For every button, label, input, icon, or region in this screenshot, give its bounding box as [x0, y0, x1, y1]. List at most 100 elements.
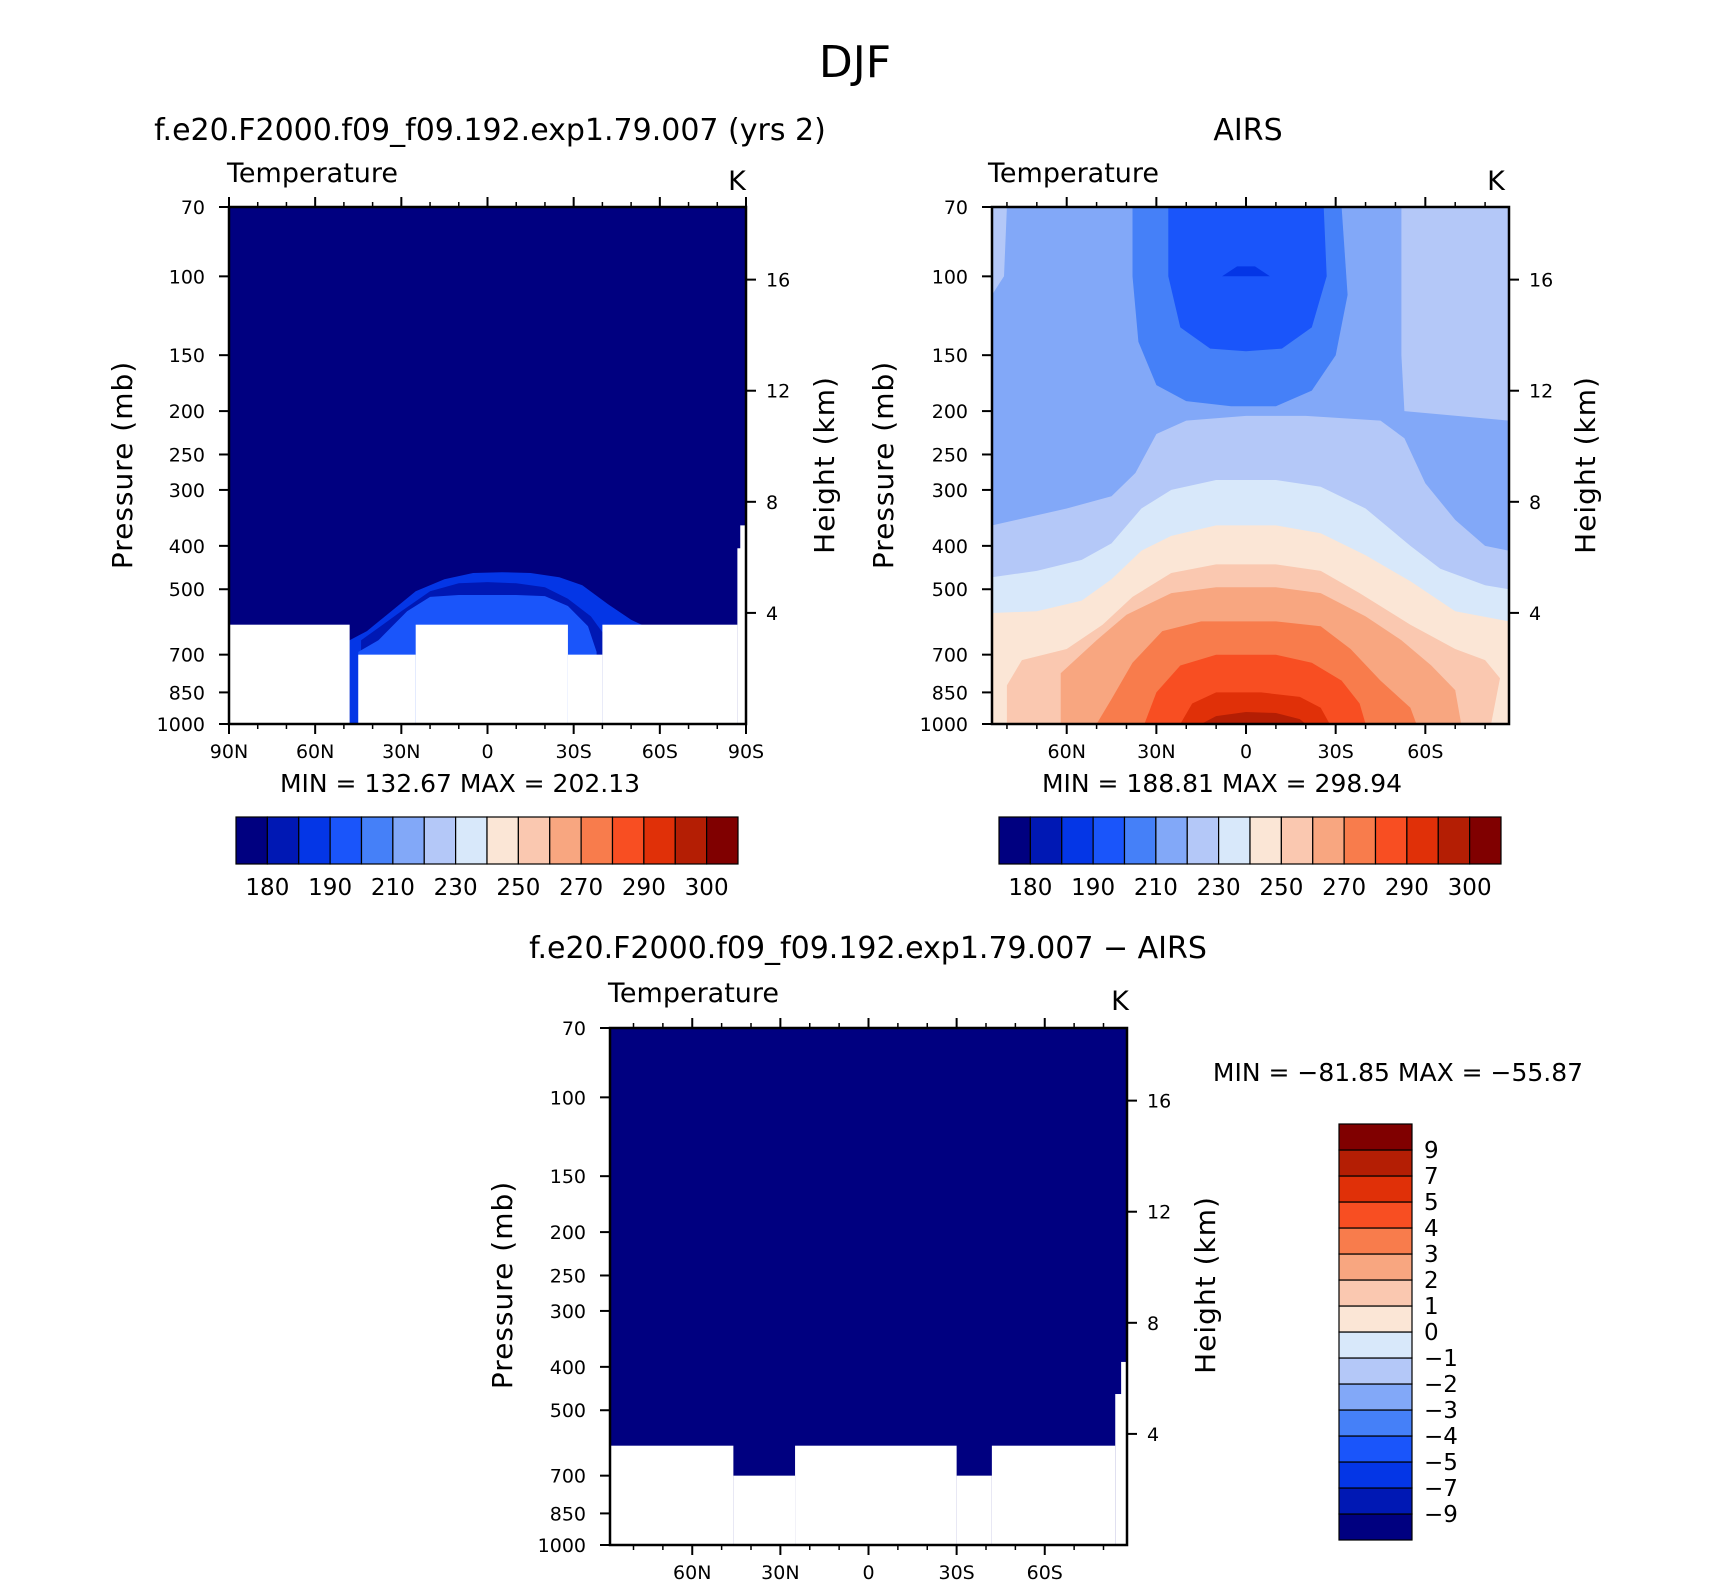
colorbar-label: 3	[1424, 1242, 1439, 1268]
missing-data-region	[1121, 1361, 1127, 1545]
colorbar-cell	[1249, 816, 1282, 865]
colorbar-label: 190	[1071, 875, 1115, 901]
y-tick-label: 700	[932, 645, 968, 667]
panel-airs: AIRS Temperature K Pressure (mb) Height …	[867, 113, 1602, 901]
colorbar-cell	[1338, 1253, 1413, 1281]
y-tick-label: 1000	[538, 1535, 586, 1557]
colorbar-label: 230	[434, 875, 478, 901]
colorbar-label: 0	[1424, 1320, 1439, 1346]
y-tick-label: 1000	[920, 714, 968, 736]
y-tick-label: 850	[550, 1503, 586, 1525]
max-value: 202.13	[553, 769, 640, 798]
colorbar-label: 9	[1424, 1138, 1439, 1164]
y-tick-label: 700	[550, 1466, 586, 1488]
colorbar-cell	[1343, 816, 1377, 865]
colorbar-cell	[1338, 1461, 1413, 1489]
y-axis-label: Pressure (mb)	[867, 361, 900, 569]
colorbar-cell	[706, 816, 739, 865]
colorbar-cell	[1406, 816, 1439, 865]
y2-tick-label: 12	[1529, 381, 1553, 403]
y-tick-label: 150	[932, 345, 968, 367]
colorbar-label: 290	[622, 875, 666, 901]
colorbar-cell	[1338, 1305, 1413, 1333]
colorbar-cell	[1218, 816, 1251, 865]
x-tick-label: 0	[481, 741, 493, 763]
colorbar-cell	[1061, 816, 1094, 865]
colorbar-cell	[329, 816, 363, 865]
colorbar-cell	[266, 816, 300, 865]
plot-area	[610, 1028, 1127, 1545]
colorbar-cell	[1280, 816, 1314, 865]
x-tick-label: 60N	[1048, 741, 1086, 763]
y2-tick-label: 8	[766, 492, 778, 514]
y2-tick-label: 8	[1529, 492, 1541, 514]
y2-tick-label: 16	[1529, 270, 1553, 292]
colorbar-label: 180	[1008, 875, 1052, 901]
colorbar-label: 190	[308, 875, 352, 901]
x-tick-label: 30S	[939, 1562, 975, 1580]
min-prefix: MIN =	[1042, 769, 1127, 798]
colorbar-cell	[1338, 1357, 1413, 1385]
max-value: 298.94	[1315, 769, 1402, 798]
y-tick-label: 850	[932, 682, 968, 704]
x-tick-label: 90N	[210, 741, 248, 763]
colorbar-cell	[1338, 1149, 1413, 1177]
colorbar-cell	[1338, 1487, 1413, 1515]
y-tick-label: 200	[550, 1222, 586, 1244]
min-max-label: MIN = 132.67 MAX = 202.13	[280, 769, 640, 798]
colorbar-label: 1	[1424, 1294, 1439, 1320]
y-tick-label: 850	[169, 682, 205, 704]
y-tick-label: 300	[169, 480, 205, 502]
colorbar-cell	[611, 816, 645, 865]
colorbar-label: 210	[1134, 875, 1178, 901]
min-value: 188.81	[1126, 769, 1213, 798]
colorbar-cell	[1338, 1201, 1413, 1229]
colorbar-cell	[998, 816, 1031, 865]
colorbar-label: 4	[1424, 1216, 1439, 1242]
y-tick-label: 700	[169, 645, 205, 667]
plot-area	[992, 207, 1509, 724]
contour-level-6	[1401, 207, 1509, 421]
y2-tick-label: 16	[766, 270, 790, 292]
y2-axis-label: Height (km)	[808, 376, 841, 554]
x-tick-label: 60N	[673, 1562, 711, 1580]
y2-axis-label: Height (km)	[1189, 1196, 1222, 1374]
panel-model: f.e20.F2000.f09_f09.192.exp1.79.007 (yrs…	[106, 113, 841, 901]
colorbar-cell	[1338, 1383, 1413, 1411]
min-value: −81.85	[1297, 1058, 1390, 1087]
min-value: 132.67	[364, 769, 451, 798]
panel-subtitle: Temperature	[607, 978, 779, 1009]
panel-title: AIRS	[1213, 113, 1282, 148]
y-tick-label: 70	[562, 1018, 586, 1040]
colorbar-label: 300	[1448, 875, 1492, 901]
y-tick-label: 300	[932, 480, 968, 502]
y-tick-label: 250	[932, 444, 968, 466]
colorbar-cell	[1469, 816, 1502, 865]
colorbar-cell	[1374, 816, 1408, 865]
colorbar-cell	[486, 816, 519, 865]
y-tick-label: 150	[169, 345, 205, 367]
missing-data-region	[795, 1445, 957, 1545]
colorbar-label: −4	[1424, 1424, 1458, 1450]
colorbar-cell	[674, 816, 708, 865]
colorbar-cell	[580, 816, 614, 865]
x-tick-label: 60S	[642, 741, 678, 763]
colorbar-cell	[1186, 816, 1220, 865]
figure-title: DJF	[819, 37, 891, 88]
colorbar-cell	[549, 816, 582, 865]
colorbar-cell	[298, 816, 331, 865]
missing-data-region	[602, 624, 738, 724]
colorbar-label: 270	[559, 875, 603, 901]
panel-title: f.e20.F2000.f09_f09.192.exp1.79.007 (yrs…	[154, 113, 826, 148]
colorbar-label: −2	[1424, 1372, 1458, 1398]
missing-data-region	[567, 654, 603, 724]
missing-data-region	[956, 1475, 992, 1545]
colorbar-label: 300	[685, 875, 729, 901]
colorbar-cell	[1338, 1435, 1413, 1463]
colorbar-cell	[1338, 1409, 1413, 1437]
panel-subtitle: Temperature	[226, 158, 398, 189]
x-tick-label: 0	[1240, 741, 1252, 763]
missing-data-region	[740, 525, 746, 724]
y2-tick-label: 8	[1147, 1313, 1159, 1335]
